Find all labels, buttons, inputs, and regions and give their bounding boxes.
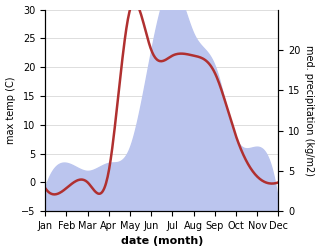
Y-axis label: max temp (C): max temp (C)	[5, 77, 16, 144]
X-axis label: date (month): date (month)	[121, 236, 203, 246]
Y-axis label: med. precipitation (kg/m2): med. precipitation (kg/m2)	[304, 45, 315, 176]
